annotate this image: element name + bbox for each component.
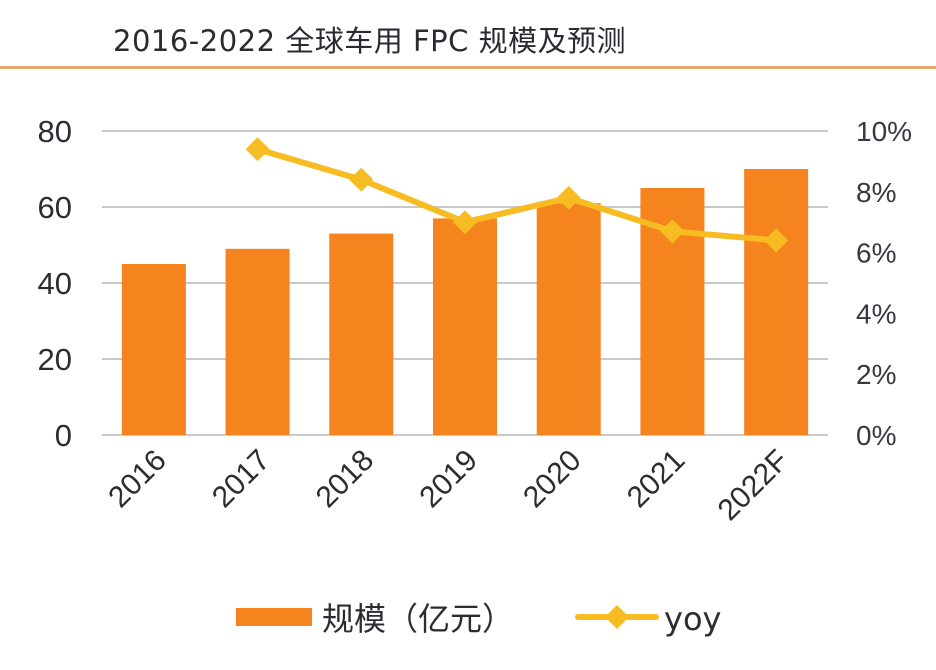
x-tick-label: 2016 (102, 444, 173, 515)
yoy-point (245, 137, 270, 162)
y-right-tick-label: 2% (856, 359, 896, 390)
right-axis-ticks: 0% 2% 4% 6% 8% 10% (856, 116, 912, 451)
legend-swatch-diamond (605, 605, 629, 629)
y-left-tick-label: 20 (38, 342, 72, 377)
x-axis-ticks: 2016 2017 2018 2019 2020 2021 2022F (102, 444, 795, 527)
y-left-tick-label: 60 (38, 190, 72, 225)
bar-2016 (121, 264, 186, 435)
x-tick-label: 2021 (621, 444, 692, 515)
title-separator (0, 66, 936, 69)
legend-label-line: yoy (664, 600, 721, 638)
y-right-tick-label: 10% (856, 116, 912, 147)
yoy-point (556, 185, 581, 210)
left-axis-ticks: 0 20 40 60 80 (38, 114, 72, 453)
yoy-point (764, 228, 789, 253)
x-tick-label: 2018 (310, 444, 381, 515)
y-left-tick-label: 40 (38, 266, 72, 301)
chart-title: 2016-2022 全球车用 FPC 规模及预测 (113, 24, 627, 58)
yoy-point (349, 167, 374, 192)
bar-2020 (536, 203, 601, 435)
legend-swatch-bar (236, 608, 312, 626)
bars (121, 169, 809, 435)
bar-2019 (433, 218, 497, 435)
x-tick-label: 2020 (517, 444, 588, 515)
x-tick-label: 2022F (712, 444, 795, 527)
y-right-tick-label: 8% (856, 177, 896, 208)
legend: 规模（亿元） yoy (236, 600, 721, 638)
yoy-point (660, 219, 685, 244)
y-left-tick-label: 0 (55, 418, 72, 453)
x-tick-label: 2017 (206, 444, 277, 515)
yoy-series-line (256, 146, 777, 244)
x-tick-label: 2019 (413, 444, 484, 515)
yoy-point (453, 210, 477, 235)
bar-2017 (225, 248, 290, 435)
y-right-tick-label: 0% (856, 420, 896, 451)
y-right-tick-label: 4% (856, 298, 896, 329)
bar-2018 (329, 233, 394, 435)
yoy-line (245, 137, 789, 253)
y-right-tick-label: 6% (856, 238, 896, 269)
legend-label-bar: 规模（亿元） (322, 600, 514, 638)
bar-2022F (744, 169, 809, 435)
y-left-tick-label: 80 (38, 114, 72, 149)
